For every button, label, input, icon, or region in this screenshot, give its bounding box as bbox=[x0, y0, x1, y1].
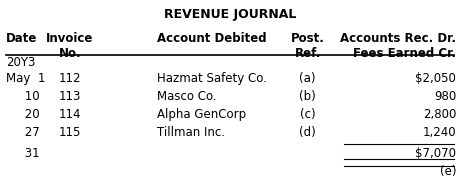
Text: 115: 115 bbox=[59, 126, 81, 139]
Text: (a): (a) bbox=[299, 72, 315, 85]
Text: (b): (b) bbox=[299, 90, 315, 103]
Text: 980: 980 bbox=[433, 90, 455, 103]
Text: Alpha GenCorp: Alpha GenCorp bbox=[157, 108, 246, 121]
Text: (c): (c) bbox=[299, 108, 315, 121]
Text: Hazmat Safety Co.: Hazmat Safety Co. bbox=[157, 72, 266, 85]
Text: (d): (d) bbox=[299, 126, 315, 139]
Text: Accounts Rec. Dr.
Fees Earned Cr.: Accounts Rec. Dr. Fees Earned Cr. bbox=[340, 31, 455, 60]
Text: $2,050: $2,050 bbox=[414, 72, 455, 85]
Text: 10: 10 bbox=[6, 90, 39, 103]
Text: 20Y3: 20Y3 bbox=[6, 56, 35, 69]
Text: Date: Date bbox=[6, 31, 37, 45]
Text: (e): (e) bbox=[439, 165, 455, 178]
Text: 1,240: 1,240 bbox=[422, 126, 455, 139]
Text: $7,070: $7,070 bbox=[414, 147, 455, 160]
Text: Account Debited: Account Debited bbox=[157, 31, 266, 45]
Text: 114: 114 bbox=[59, 108, 81, 121]
Text: REVENUE JOURNAL: REVENUE JOURNAL bbox=[163, 9, 296, 21]
Text: Post.
Ref.: Post. Ref. bbox=[290, 31, 324, 60]
Text: Masco Co.: Masco Co. bbox=[157, 90, 216, 103]
Text: 2,800: 2,800 bbox=[422, 108, 455, 121]
Text: Tillman Inc.: Tillman Inc. bbox=[157, 126, 224, 139]
Text: May  1: May 1 bbox=[6, 72, 45, 85]
Text: 27: 27 bbox=[6, 126, 39, 139]
Text: Invoice
No.: Invoice No. bbox=[46, 31, 94, 60]
Text: 20: 20 bbox=[6, 108, 39, 121]
Text: 31: 31 bbox=[6, 147, 39, 160]
Text: 112: 112 bbox=[59, 72, 81, 85]
Text: 113: 113 bbox=[59, 90, 81, 103]
